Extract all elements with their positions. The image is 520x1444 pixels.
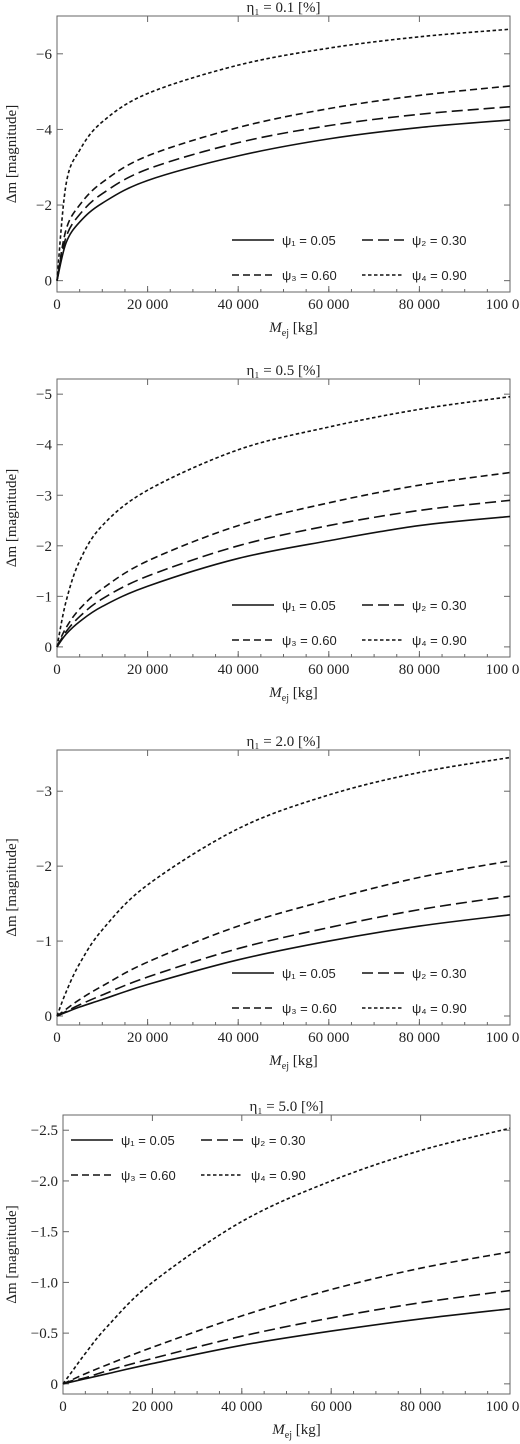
x-axis-label: Mej [kg]: [268, 1053, 317, 1072]
y-tick-label: −0.5: [31, 1326, 58, 1342]
x-tick-label: 0: [53, 662, 61, 678]
legend-label-psi3: ψ₃ = 0.60: [282, 268, 337, 283]
legend-label-psi1: ψ₁ = 0.05: [282, 598, 336, 613]
plot-frame: [62, 1114, 511, 1395]
y-axis-label: Δm [magnitude]: [4, 469, 20, 567]
x-tick-label: 20 000: [127, 662, 168, 678]
series-line-psi3: [56, 471, 511, 648]
legend-label-psi4: ψ₄ = 0.90: [251, 1168, 306, 1183]
x-tick-label: 100 000: [486, 1399, 520, 1415]
legend-label-psi4: ψ₄ = 0.90: [412, 268, 467, 283]
series-line-psi2: [62, 1289, 511, 1385]
plot-frame: [56, 378, 511, 658]
y-tick-label: 0: [45, 1009, 53, 1025]
chart-title: η₁ = 0.1 [%]: [246, 0, 320, 16]
series-line-psi4: [56, 28, 511, 281]
series-line-psi2: [56, 895, 511, 1017]
y-tick-label: −2: [36, 198, 52, 214]
y-tick-label: −2.0: [31, 1174, 58, 1190]
y-tick-label: −1.5: [31, 1225, 58, 1241]
legend-label-psi4: ψ₄ = 0.90: [412, 1001, 467, 1016]
plot-frame: [56, 749, 511, 1026]
y-tick-label: 0: [45, 274, 53, 290]
x-tick-label: 80 000: [399, 297, 440, 313]
y-tick-label: −5: [36, 387, 52, 403]
chart-title: η₁ = 0.5 [%]: [246, 363, 320, 379]
legend-label-psi4: ψ₄ = 0.90: [412, 633, 467, 648]
chart-title: η₁ = 5.0 [%]: [249, 1099, 323, 1115]
y-tick-label: 0: [45, 640, 53, 656]
y-axis-label: Δm [magnitude]: [4, 1205, 20, 1303]
series-line-psi1: [56, 914, 511, 1017]
legend-label-psi3: ψ₃ = 0.60: [282, 633, 337, 648]
x-tick-label: 80 000: [400, 1399, 441, 1415]
y-tick-label: −1.0: [31, 1275, 58, 1291]
legend-label-psi3: ψ₃ = 0.60: [121, 1168, 176, 1183]
y-tick-label: −3: [36, 488, 52, 504]
y-tick-label: −2: [36, 539, 52, 555]
series-line-psi3: [56, 85, 511, 281]
chart-panel-3: η₁ = 2.0 [%] 0 20 000 40 000 60 000 80 000 100…: [4, 734, 520, 1072]
y-tick-label: −2: [36, 859, 52, 875]
x-tick-label: 40 000: [218, 297, 259, 313]
series-line-psi1: [56, 515, 511, 648]
chart-panel-2: η₁ = 0.5 [%] 0 20 000 40 000 60 000 80 000 100…: [4, 363, 520, 704]
plot-frame: [56, 15, 511, 293]
y-tick-label: −1: [36, 934, 52, 950]
legend-label-psi2: ψ₂ = 0.30: [251, 1133, 305, 1148]
x-tick-label: 60 000: [311, 1399, 352, 1415]
x-tick-label: 100 000: [486, 297, 520, 313]
series-line-psi3: [62, 1251, 511, 1385]
x-tick-label: 0: [59, 1399, 67, 1415]
x-tick-label: 40 000: [218, 1030, 259, 1046]
y-tick-label: −2.5: [31, 1123, 58, 1139]
x-tick-label: 20 000: [127, 297, 168, 313]
x-tick-label: 80 000: [399, 1030, 440, 1046]
series-line-psi4: [56, 756, 511, 1017]
x-tick-label: 20 000: [127, 1030, 168, 1046]
y-tick-label: −1: [36, 589, 52, 605]
x-tick-label: 60 000: [308, 662, 349, 678]
series-line-psi1: [56, 119, 511, 281]
x-tick-label: 20 000: [132, 1399, 173, 1415]
legend-label-psi1: ψ₁ = 0.05: [121, 1133, 175, 1148]
x-tick-label: 40 000: [221, 1399, 262, 1415]
x-tick-label: 100 000: [486, 1030, 520, 1046]
chart-panel-4: η₁ = 5.0 [%] 0 20 000 40 000 60 000 80 000 100…: [4, 1099, 520, 1441]
chart-title: η₁ = 2.0 [%]: [246, 734, 320, 750]
y-axis-label: Δm [magnitude]: [4, 105, 20, 203]
x-tick-label: 40 000: [218, 662, 259, 678]
x-tick-label: 0: [53, 1030, 61, 1046]
x-axis-label: Mej [kg]: [268, 685, 317, 704]
series-line-psi3: [56, 860, 511, 1017]
series-line-psi4: [56, 395, 511, 648]
legend-label-psi2: ψ₂ = 0.30: [412, 598, 466, 613]
y-tick-label: −4: [36, 122, 52, 138]
series-line-psi2: [56, 499, 511, 648]
chart-panel-1: η₁ = 0.1 [%] 0 20 000 40 000 60 000 80 000 100…: [4, 0, 520, 339]
series-line-psi1: [62, 1307, 511, 1385]
y-tick-label: −4: [36, 438, 52, 454]
legend-label-psi1: ψ₁ = 0.05: [282, 233, 336, 248]
series-line-psi4: [62, 1127, 511, 1385]
x-tick-label: 80 000: [399, 662, 440, 678]
y-tick-label: −6: [36, 47, 52, 63]
x-axis-label: Mej [kg]: [268, 320, 317, 339]
x-tick-label: 60 000: [308, 297, 349, 313]
x-tick-label: 60 000: [308, 1030, 349, 1046]
x-tick-label: 100 000: [486, 662, 520, 678]
legend-label-psi3: ψ₃ = 0.60: [282, 1001, 337, 1016]
series-line-psi2: [56, 105, 511, 281]
legend-label-psi2: ψ₂ = 0.30: [412, 966, 466, 981]
legend-label-psi1: ψ₁ = 0.05: [282, 966, 336, 981]
x-axis-label: Mej [kg]: [271, 1422, 320, 1441]
legend-label-psi2: ψ₂ = 0.30: [412, 233, 466, 248]
y-tick-label: 0: [51, 1377, 59, 1393]
y-axis-label: Δm [magnitude]: [4, 838, 20, 936]
x-tick-label: 0: [53, 297, 61, 313]
y-tick-label: −3: [36, 784, 52, 800]
